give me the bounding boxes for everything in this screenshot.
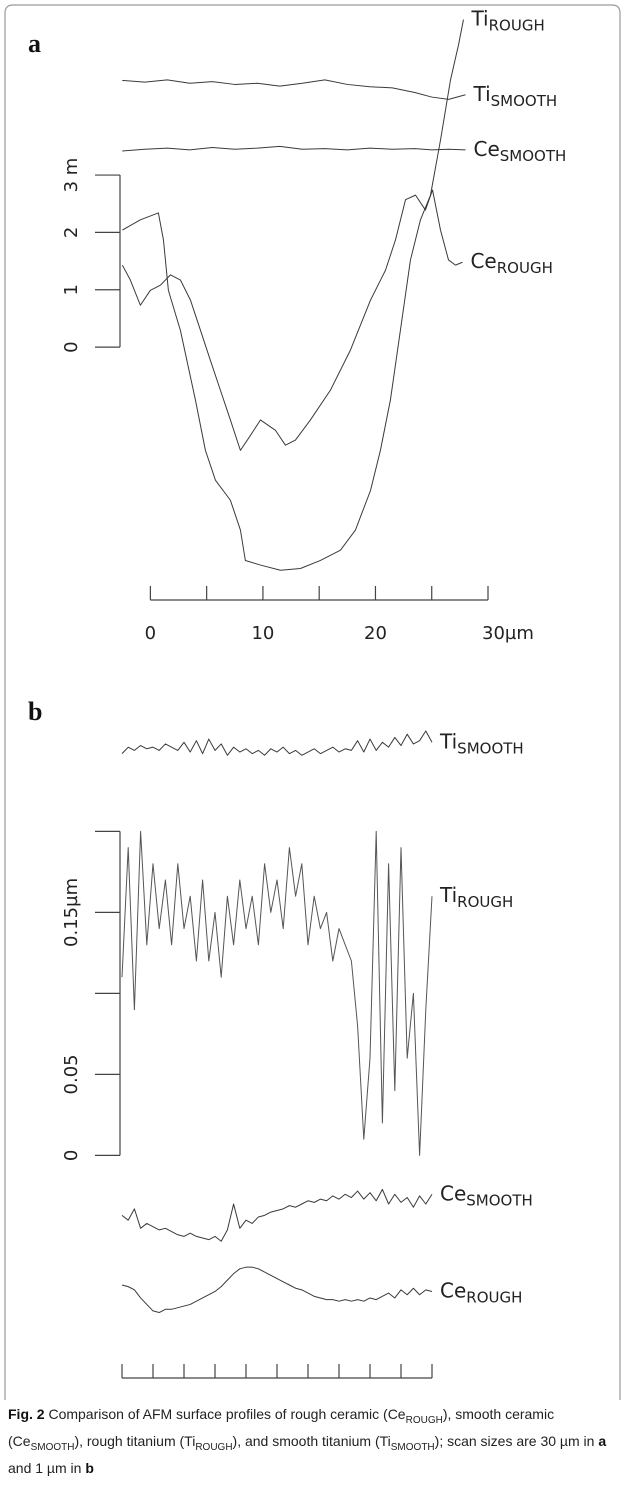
x-tick-label: 10 bbox=[251, 623, 274, 644]
profile-line bbox=[121, 730, 433, 756]
panel-label: a bbox=[28, 29, 41, 58]
series-subscript: ROUGH bbox=[457, 893, 513, 911]
series-label: TiROUGH bbox=[439, 883, 513, 911]
series-name: Ce bbox=[473, 136, 499, 160]
series-name: Ti bbox=[439, 883, 457, 907]
caption: Fig. 2 Comparison of AFM surface profile… bbox=[8, 1404, 614, 1479]
series-subscript: SMOOTH bbox=[491, 91, 558, 109]
y-tick-label: 2 bbox=[61, 227, 82, 238]
series-subscript: ROUGH bbox=[497, 259, 553, 277]
caption-run: SMOOTH bbox=[390, 1441, 435, 1453]
series-subscript: SMOOTH bbox=[457, 739, 524, 757]
series-subscript: SMOOTH bbox=[466, 1191, 533, 1209]
profile-line bbox=[122, 145, 466, 152]
profile-line bbox=[121, 830, 433, 1156]
y-tick-label: 1 bbox=[61, 284, 82, 295]
y-tick-label: 0 bbox=[61, 1150, 82, 1161]
caption-run: and 1 µm in bbox=[8, 1459, 86, 1476]
profile-line bbox=[122, 79, 466, 100]
series-name: Ce bbox=[440, 1181, 466, 1205]
panel-label: b bbox=[28, 697, 42, 726]
caption-run: Fig. 2 bbox=[8, 1406, 45, 1422]
caption-run: SMOOTH bbox=[30, 1441, 75, 1453]
figure-frame bbox=[4, 4, 621, 1400]
x-tick-label: 20 bbox=[364, 623, 387, 644]
series-name: Ti bbox=[439, 729, 457, 753]
series-subscript: ROUGH bbox=[466, 1288, 522, 1306]
profile-line bbox=[121, 1188, 433, 1242]
series-name: Ce bbox=[440, 1278, 466, 1302]
x-tick-label: 30µm bbox=[482, 623, 534, 644]
y-tick-label: 0.15µm bbox=[61, 878, 82, 947]
series-label: CeROUGH bbox=[470, 249, 552, 277]
profile-line bbox=[121, 1266, 433, 1314]
y-tick-label: 3 m bbox=[61, 158, 82, 193]
series-label: CeSMOOTH bbox=[473, 136, 566, 164]
caption-run: ), rough titanium (Ti bbox=[74, 1432, 196, 1449]
series-label: TiROUGH bbox=[470, 6, 544, 34]
caption-run: ), smooth ceramic (Ce bbox=[8, 1406, 555, 1449]
caption-run: ROUGH bbox=[195, 1441, 233, 1453]
series-name: Ti bbox=[472, 81, 490, 105]
series-name: Ti bbox=[470, 6, 488, 30]
series-subscript: ROUGH bbox=[489, 16, 545, 34]
profile-line bbox=[121, 189, 463, 451]
x-tick-label: 0 bbox=[145, 623, 156, 644]
series-name: Ce bbox=[470, 249, 496, 273]
caption-run: Comparison of AFM surface profiles of ro… bbox=[44, 1406, 406, 1422]
y-tick-label: 0.05 bbox=[61, 1054, 82, 1094]
caption-run: ); scan sizes are 30 µm in bbox=[434, 1432, 599, 1449]
caption-run: a bbox=[598, 1432, 607, 1449]
y-tick-label: 0 bbox=[61, 341, 82, 352]
profile-line bbox=[122, 19, 464, 571]
series-label: CeROUGH bbox=[440, 1278, 522, 1306]
caption-run: b bbox=[85, 1459, 94, 1476]
caption-run: ), and smooth titanium (Ti bbox=[232, 1432, 391, 1449]
series-label: TiSMOOTH bbox=[439, 729, 524, 757]
series-label: TiSMOOTH bbox=[472, 81, 557, 109]
series-subscript: SMOOTH bbox=[500, 146, 567, 164]
caption-run: ROUGH bbox=[405, 1414, 443, 1426]
series-label: CeSMOOTH bbox=[440, 1181, 533, 1209]
